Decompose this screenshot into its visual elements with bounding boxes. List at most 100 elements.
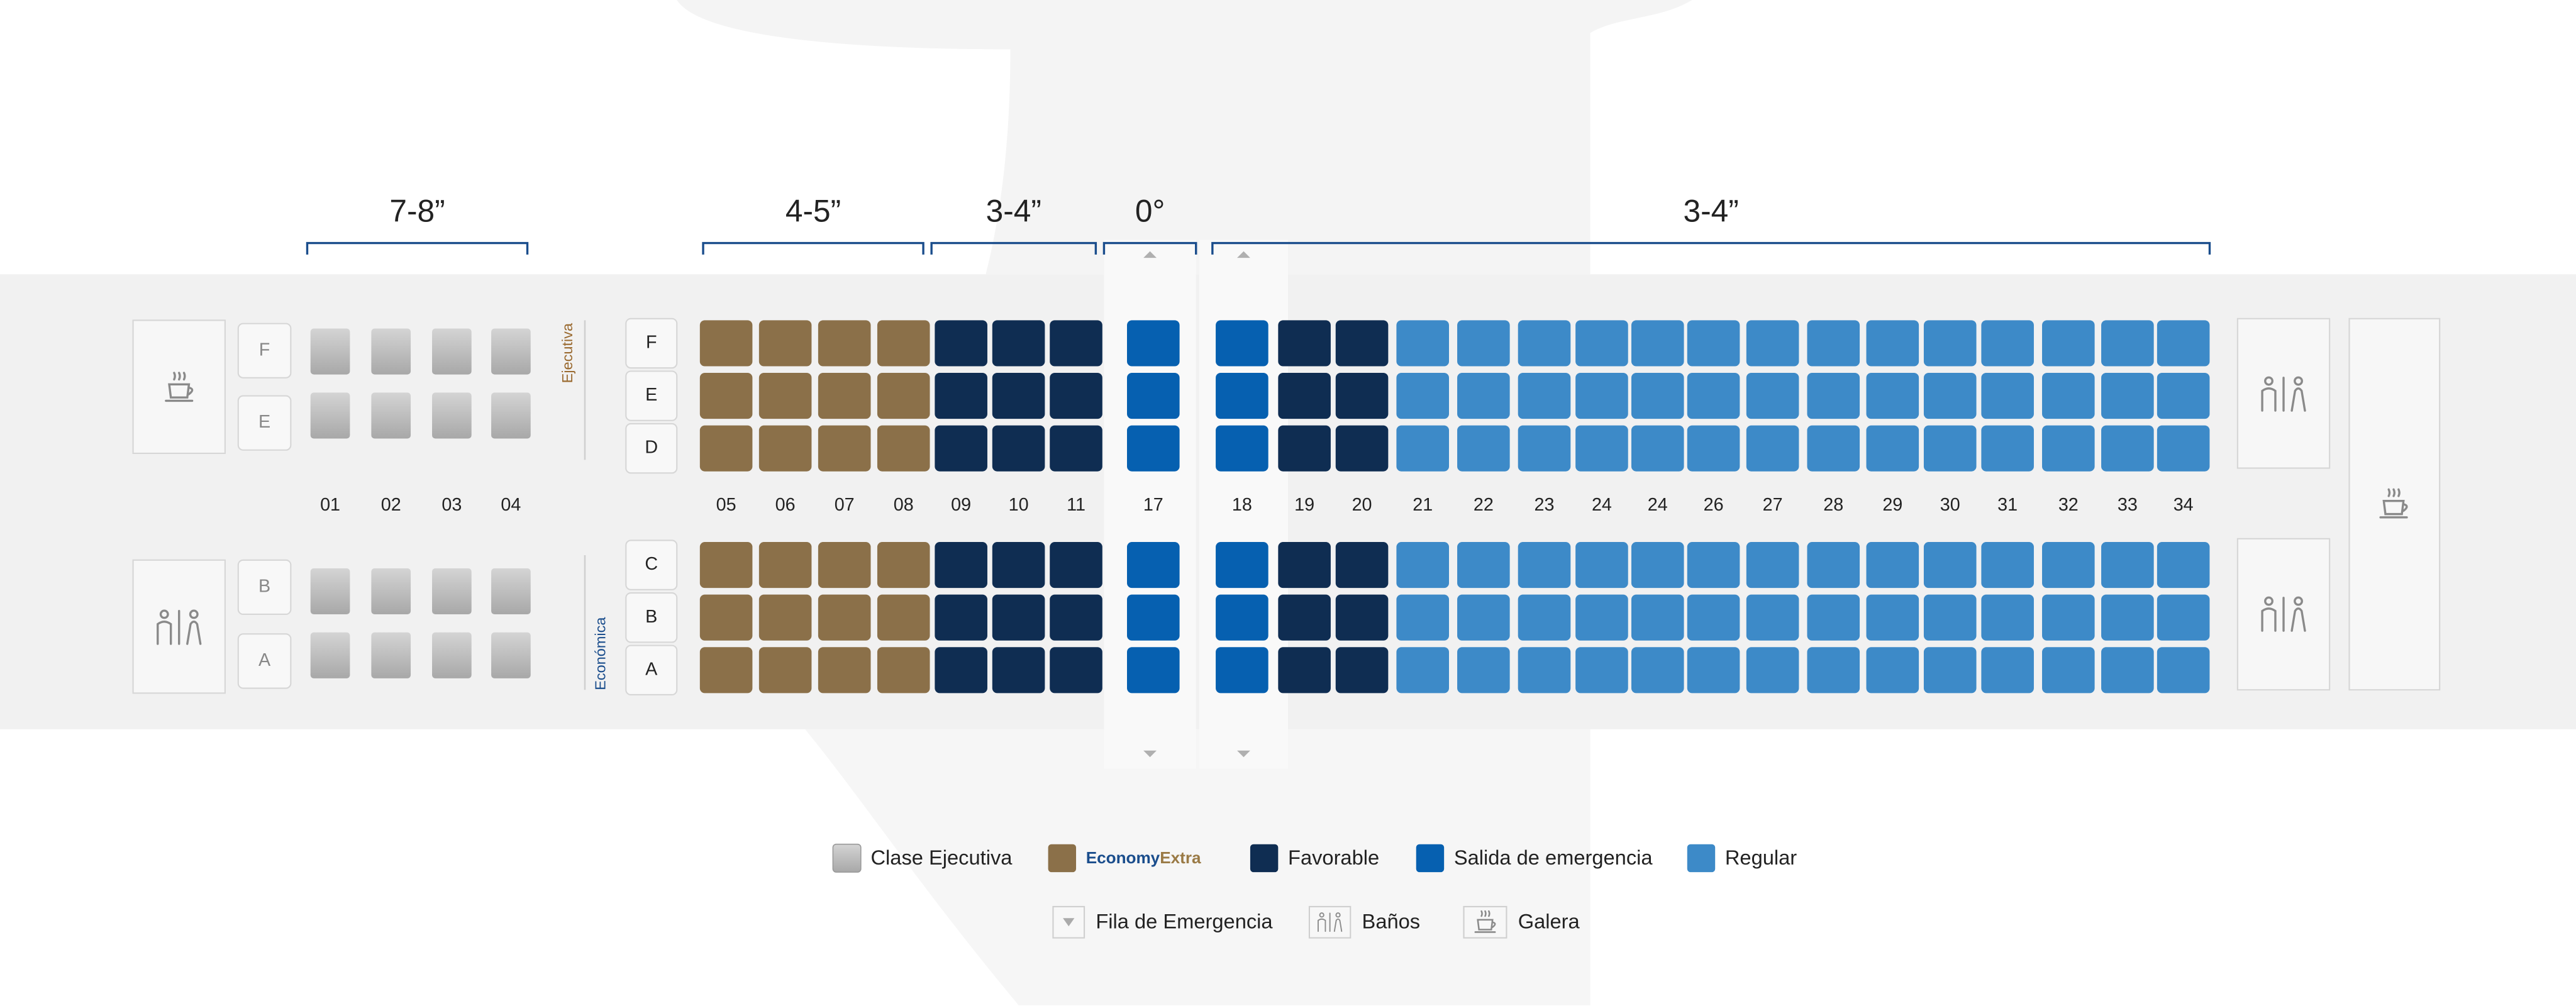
- seat[interactable]: [1216, 372, 1269, 419]
- seat[interactable]: [1687, 425, 1740, 472]
- seat[interactable]: [1127, 647, 1180, 694]
- seat[interactable]: [992, 647, 1045, 694]
- seat[interactable]: [1575, 320, 1628, 367]
- seat[interactable]: [758, 647, 812, 694]
- seat[interactable]: [2042, 320, 2095, 367]
- seat[interactable]: [1687, 320, 1740, 367]
- seat[interactable]: [758, 542, 812, 589]
- seat[interactable]: [1631, 647, 1684, 694]
- seat[interactable]: [1127, 372, 1180, 419]
- seat[interactable]: [1746, 320, 1799, 367]
- seat[interactable]: [1278, 542, 1331, 589]
- seat[interactable]: [758, 372, 812, 419]
- seat[interactable]: [1923, 425, 1977, 472]
- seat[interactable]: [1396, 542, 1449, 589]
- seat[interactable]: [699, 372, 753, 419]
- seat[interactable]: [2157, 647, 2210, 694]
- seat[interactable]: [1575, 594, 1628, 641]
- seat[interactable]: [699, 320, 753, 367]
- seat[interactable]: [1396, 594, 1449, 641]
- seat[interactable]: [1127, 542, 1180, 589]
- seat[interactable]: [2157, 425, 2210, 472]
- seat[interactable]: [877, 594, 930, 641]
- seat[interactable]: [1866, 647, 1919, 694]
- seat[interactable]: [818, 320, 871, 367]
- seat[interactable]: [1866, 320, 1919, 367]
- seat[interactable]: [1335, 542, 1389, 589]
- seat[interactable]: [1981, 594, 2034, 641]
- seat[interactable]: [1335, 372, 1389, 419]
- seat[interactable]: [1050, 542, 1102, 589]
- seat[interactable]: [1216, 425, 1269, 472]
- seat[interactable]: [877, 647, 930, 694]
- seat[interactable]: [2042, 425, 2095, 472]
- seat[interactable]: [1216, 542, 1269, 589]
- seat[interactable]: [1575, 647, 1628, 694]
- seat[interactable]: [1981, 542, 2034, 589]
- seat[interactable]: [1127, 320, 1180, 367]
- seat[interactable]: [1335, 594, 1389, 641]
- seat[interactable]: [818, 594, 871, 641]
- seat[interactable]: [1278, 594, 1331, 641]
- seat[interactable]: [1631, 372, 1684, 419]
- seat[interactable]: [992, 542, 1045, 589]
- seat[interactable]: [1278, 647, 1331, 694]
- seat[interactable]: [699, 542, 753, 589]
- seat[interactable]: [2101, 542, 2154, 589]
- seat[interactable]: [1278, 320, 1331, 367]
- seat[interactable]: [818, 542, 871, 589]
- seat[interactable]: [1518, 425, 1571, 472]
- seat[interactable]: [758, 320, 812, 367]
- seat[interactable]: [1631, 320, 1684, 367]
- seat[interactable]: [1518, 372, 1571, 419]
- seat[interactable]: [1807, 320, 1860, 367]
- seat[interactable]: [1575, 425, 1628, 472]
- seat[interactable]: [877, 542, 930, 589]
- seat[interactable]: [2101, 425, 2154, 472]
- seat[interactable]: [1981, 320, 2034, 367]
- seat[interactable]: [1050, 425, 1102, 472]
- seat[interactable]: [992, 320, 1045, 367]
- seat[interactable]: [2042, 372, 2095, 419]
- seat[interactable]: [877, 372, 930, 419]
- seat[interactable]: [935, 647, 987, 694]
- seat[interactable]: [877, 425, 930, 472]
- seat[interactable]: [1687, 372, 1740, 419]
- seat[interactable]: [1335, 320, 1389, 367]
- seat[interactable]: [1866, 594, 1919, 641]
- seat[interactable]: [1457, 594, 1510, 641]
- seat[interactable]: [1457, 542, 1510, 589]
- seat[interactable]: [1981, 372, 2034, 419]
- seat[interactable]: [1575, 372, 1628, 419]
- seat[interactable]: [1866, 425, 1919, 472]
- seat[interactable]: [1050, 647, 1102, 694]
- seat[interactable]: [1518, 594, 1571, 641]
- seat[interactable]: [1631, 542, 1684, 589]
- seat[interactable]: [1866, 542, 1919, 589]
- seat[interactable]: [1518, 320, 1571, 367]
- seat[interactable]: [1981, 647, 2034, 694]
- seat[interactable]: [2101, 372, 2154, 419]
- seat[interactable]: [818, 372, 871, 419]
- seat[interactable]: [1127, 594, 1180, 641]
- seat[interactable]: [1746, 542, 1799, 589]
- seat[interactable]: [818, 647, 871, 694]
- seat[interactable]: [1807, 542, 1860, 589]
- seat[interactable]: [2042, 542, 2095, 589]
- seat[interactable]: [992, 425, 1045, 472]
- seat[interactable]: [1216, 594, 1269, 641]
- seat[interactable]: [1457, 647, 1510, 694]
- seat[interactable]: [1457, 320, 1510, 367]
- seat[interactable]: [758, 425, 812, 472]
- seat[interactable]: [2157, 594, 2210, 641]
- seat[interactable]: [1981, 425, 2034, 472]
- seat[interactable]: [1687, 542, 1740, 589]
- seat[interactable]: [699, 647, 753, 694]
- seat[interactable]: [1396, 320, 1449, 367]
- seat[interactable]: [1050, 320, 1102, 367]
- seat[interactable]: [1396, 425, 1449, 472]
- seat[interactable]: [935, 372, 987, 419]
- seat[interactable]: [1687, 647, 1740, 694]
- seat[interactable]: [1457, 372, 1510, 419]
- seat[interactable]: [1923, 647, 1977, 694]
